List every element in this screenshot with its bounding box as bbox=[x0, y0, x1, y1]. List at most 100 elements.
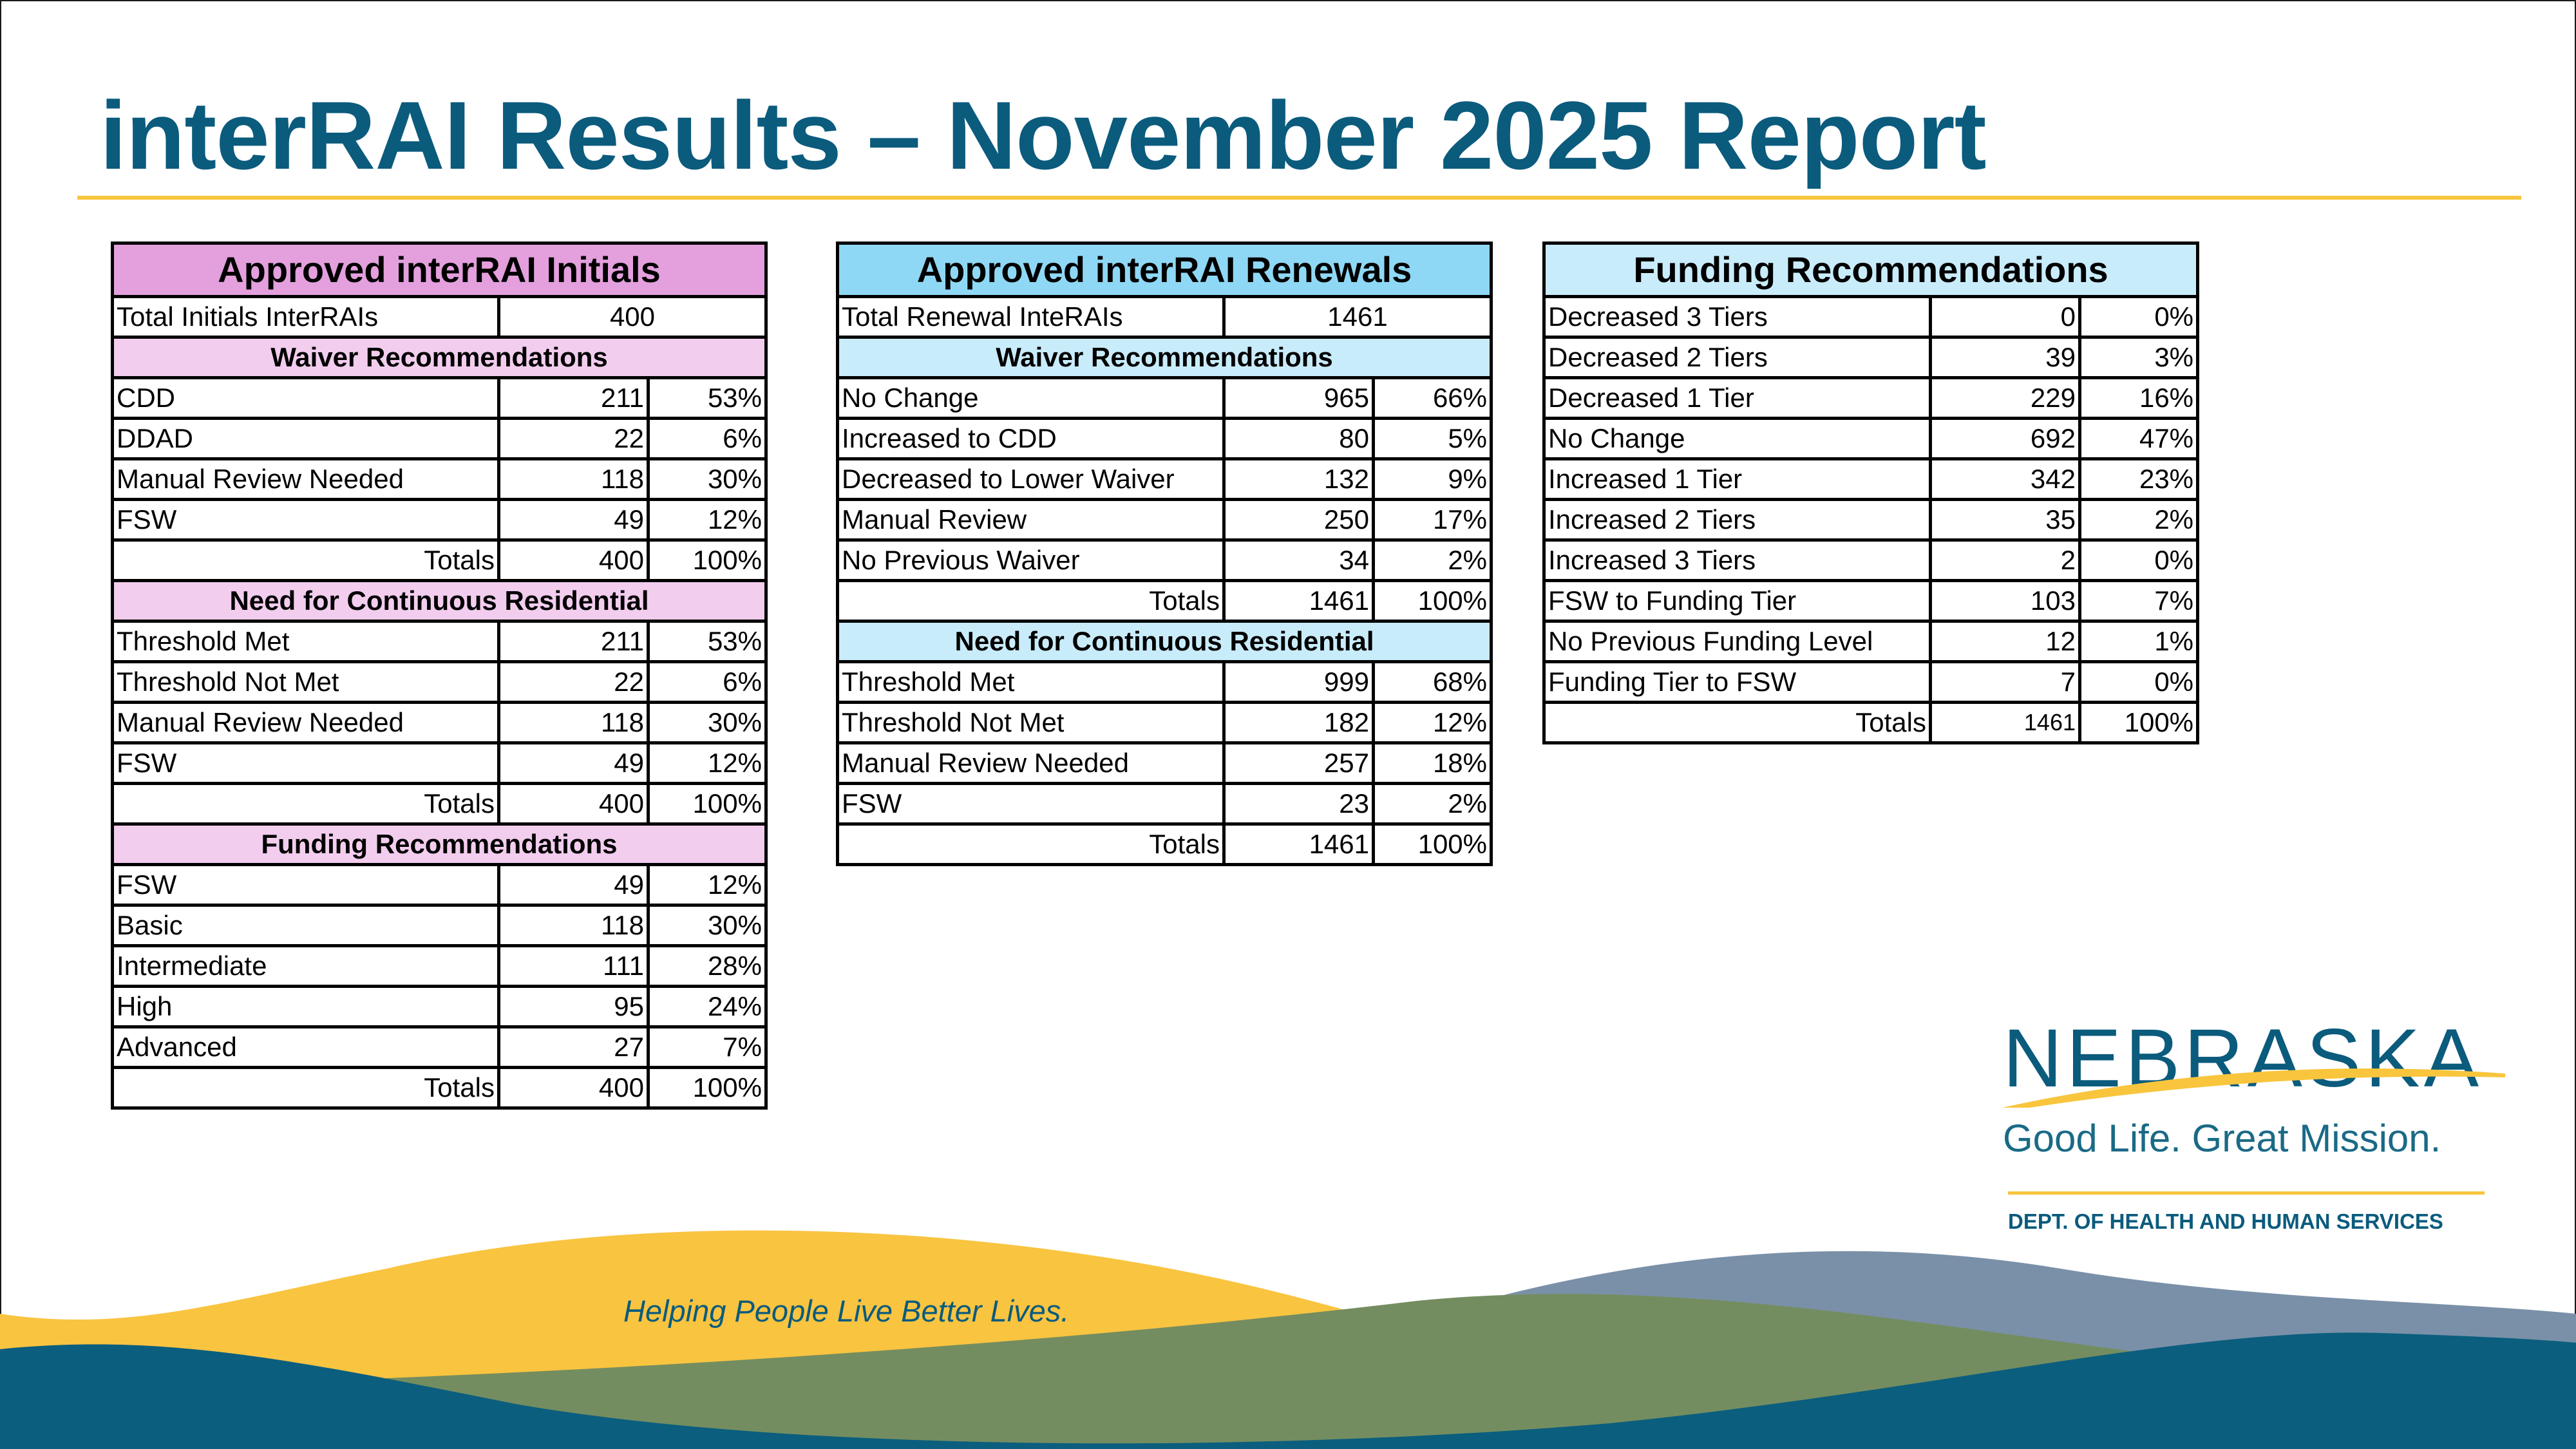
row-percent: 0% bbox=[2078, 538, 2200, 582]
row-percent: 66% bbox=[1371, 376, 1493, 420]
row-count: 999 bbox=[1222, 660, 1375, 704]
table-row: No Change 692 47% bbox=[1542, 417, 2200, 460]
totals-count: 400 bbox=[497, 538, 650, 582]
logo-slogan: Good Life. Great Mission. bbox=[2003, 1117, 2441, 1160]
row-percent: 12% bbox=[647, 863, 768, 907]
row-percent: 18% bbox=[1371, 741, 1493, 785]
row-label: Decreased 1 Tier bbox=[1542, 376, 1932, 420]
totals-row: Totals 400 100% bbox=[111, 782, 768, 826]
section-heading: Need for Continuous Residential bbox=[111, 579, 768, 623]
row-percent: 68% bbox=[1371, 660, 1493, 704]
totals-label: Totals bbox=[111, 782, 500, 826]
row-count: 111 bbox=[497, 944, 650, 988]
row-percent: 23% bbox=[2078, 457, 2200, 501]
table-title: Approved interRAI Initials bbox=[111, 242, 768, 298]
title-underline bbox=[77, 196, 2521, 200]
table-row: Basic 118 30% bbox=[111, 904, 768, 947]
total-value: 1461 bbox=[1222, 295, 1493, 339]
row-count: 34 bbox=[1222, 538, 1375, 582]
row-count: 49 bbox=[497, 863, 650, 907]
table-row: High 95 24% bbox=[111, 985, 768, 1028]
row-label: Increased 2 Tiers bbox=[1542, 498, 1932, 542]
row-count: 118 bbox=[497, 904, 650, 947]
row-count: 103 bbox=[1929, 579, 2081, 623]
row-label: No Previous Waiver bbox=[836, 538, 1226, 582]
row-count: 211 bbox=[497, 620, 650, 663]
row-percent: 30% bbox=[647, 904, 768, 947]
row-count: 229 bbox=[1929, 376, 2081, 420]
logo-divider bbox=[2008, 1191, 2485, 1195]
row-count: 95 bbox=[497, 985, 650, 1028]
totals-count: 400 bbox=[497, 782, 650, 826]
total-row: Total Renewal InteRAIs 1461 bbox=[836, 295, 1493, 339]
section-heading: Funding Recommendations bbox=[111, 822, 768, 866]
totals-row: Totals 400 100% bbox=[111, 538, 768, 582]
table-row: Intermediate 111 28% bbox=[111, 944, 768, 988]
footer-waves bbox=[0, 1230, 2576, 1449]
row-percent: 9% bbox=[1371, 457, 1493, 501]
table-row: Advanced 27 7% bbox=[111, 1025, 768, 1069]
totals-label: Totals bbox=[111, 538, 500, 582]
totals-row: Totals 400 100% bbox=[111, 1066, 768, 1110]
table-row: Threshold Not Met 22 6% bbox=[111, 660, 768, 704]
row-label: No Change bbox=[836, 376, 1226, 420]
row-percent: 30% bbox=[647, 457, 768, 501]
table-row: FSW 49 12% bbox=[111, 498, 768, 542]
row-label: Decreased to Lower Waiver bbox=[836, 457, 1226, 501]
table-row: CDD 211 53% bbox=[111, 376, 768, 420]
row-label: High bbox=[111, 985, 500, 1028]
row-percent: 30% bbox=[647, 701, 768, 744]
row-count: 22 bbox=[497, 660, 650, 704]
totals-label: Totals bbox=[1542, 701, 1932, 744]
row-count: 12 bbox=[1929, 620, 2081, 663]
row-count: 2 bbox=[1929, 538, 2081, 582]
table-row: FSW to Funding Tier 103 7% bbox=[1542, 579, 2200, 623]
totals-percent: 100% bbox=[647, 782, 768, 826]
row-label: FSW bbox=[111, 741, 500, 785]
row-percent: 7% bbox=[2078, 579, 2200, 623]
total-label: Total Initials InterRAIs bbox=[111, 295, 500, 339]
row-count: 39 bbox=[1929, 336, 2081, 379]
table-row: Threshold Met 211 53% bbox=[111, 620, 768, 663]
table-title: Funding Recommendations bbox=[1542, 242, 2200, 298]
nebraska-dhhs-logo: NEBRASKA Good Life. Great Mission. DEPT.… bbox=[1996, 1018, 2524, 1236]
table-row: FSW 49 12% bbox=[111, 863, 768, 907]
row-count: 22 bbox=[497, 417, 650, 460]
totals-percent: 100% bbox=[2078, 701, 2200, 744]
totals-row: Totals 1461 100% bbox=[1542, 701, 2200, 744]
total-label: Total Renewal InteRAIs bbox=[836, 295, 1226, 339]
row-label: Manual Review Needed bbox=[836, 741, 1226, 785]
row-label: Funding Tier to FSW bbox=[1542, 660, 1932, 704]
table-row: Threshold Not Met 182 12% bbox=[836, 701, 1493, 744]
row-percent: 17% bbox=[1371, 498, 1493, 542]
table-row: Increased 1 Tier 342 23% bbox=[1542, 457, 2200, 501]
row-percent: 12% bbox=[1371, 701, 1493, 744]
table-row: Decreased 2 Tiers 39 3% bbox=[1542, 336, 2200, 379]
row-count: 692 bbox=[1929, 417, 2081, 460]
row-percent: 2% bbox=[1371, 538, 1493, 582]
row-label: Basic bbox=[111, 904, 500, 947]
row-count: 118 bbox=[497, 457, 650, 501]
row-percent: 3% bbox=[2078, 336, 2200, 379]
table-row: No Previous Waiver 34 2% bbox=[836, 538, 1493, 582]
table-title: Approved interRAI Renewals bbox=[835, 242, 1493, 298]
row-label: FSW bbox=[111, 863, 500, 907]
row-label: No Previous Funding Level bbox=[1542, 620, 1932, 663]
totals-row: Totals 1461 100% bbox=[836, 822, 1493, 866]
row-count: 49 bbox=[497, 498, 650, 542]
row-label: Threshold Met bbox=[111, 620, 500, 663]
logo-wordmark: NEBRASKA bbox=[2003, 1012, 2483, 1104]
table-row: FSW 23 2% bbox=[836, 782, 1493, 826]
row-label: Manual Review bbox=[836, 498, 1226, 542]
table-row: Manual Review Needed 118 30% bbox=[111, 457, 768, 501]
section-heading: Waiver Recommendations bbox=[111, 336, 768, 379]
table-row: Decreased to Lower Waiver 132 9% bbox=[836, 457, 1493, 501]
row-percent: 47% bbox=[2078, 417, 2200, 460]
totals-count: 1461 bbox=[1222, 579, 1375, 623]
funding-table: Funding Recommendations Decreased 3 Tier… bbox=[1542, 242, 2200, 744]
row-percent: 0% bbox=[2078, 660, 2200, 704]
total-row: Total Initials InterRAIs 400 bbox=[111, 295, 768, 339]
table-row: Decreased 3 Tiers 0 0% bbox=[1542, 295, 2200, 339]
table-row: Manual Review 250 17% bbox=[836, 498, 1493, 542]
row-count: 250 bbox=[1222, 498, 1375, 542]
